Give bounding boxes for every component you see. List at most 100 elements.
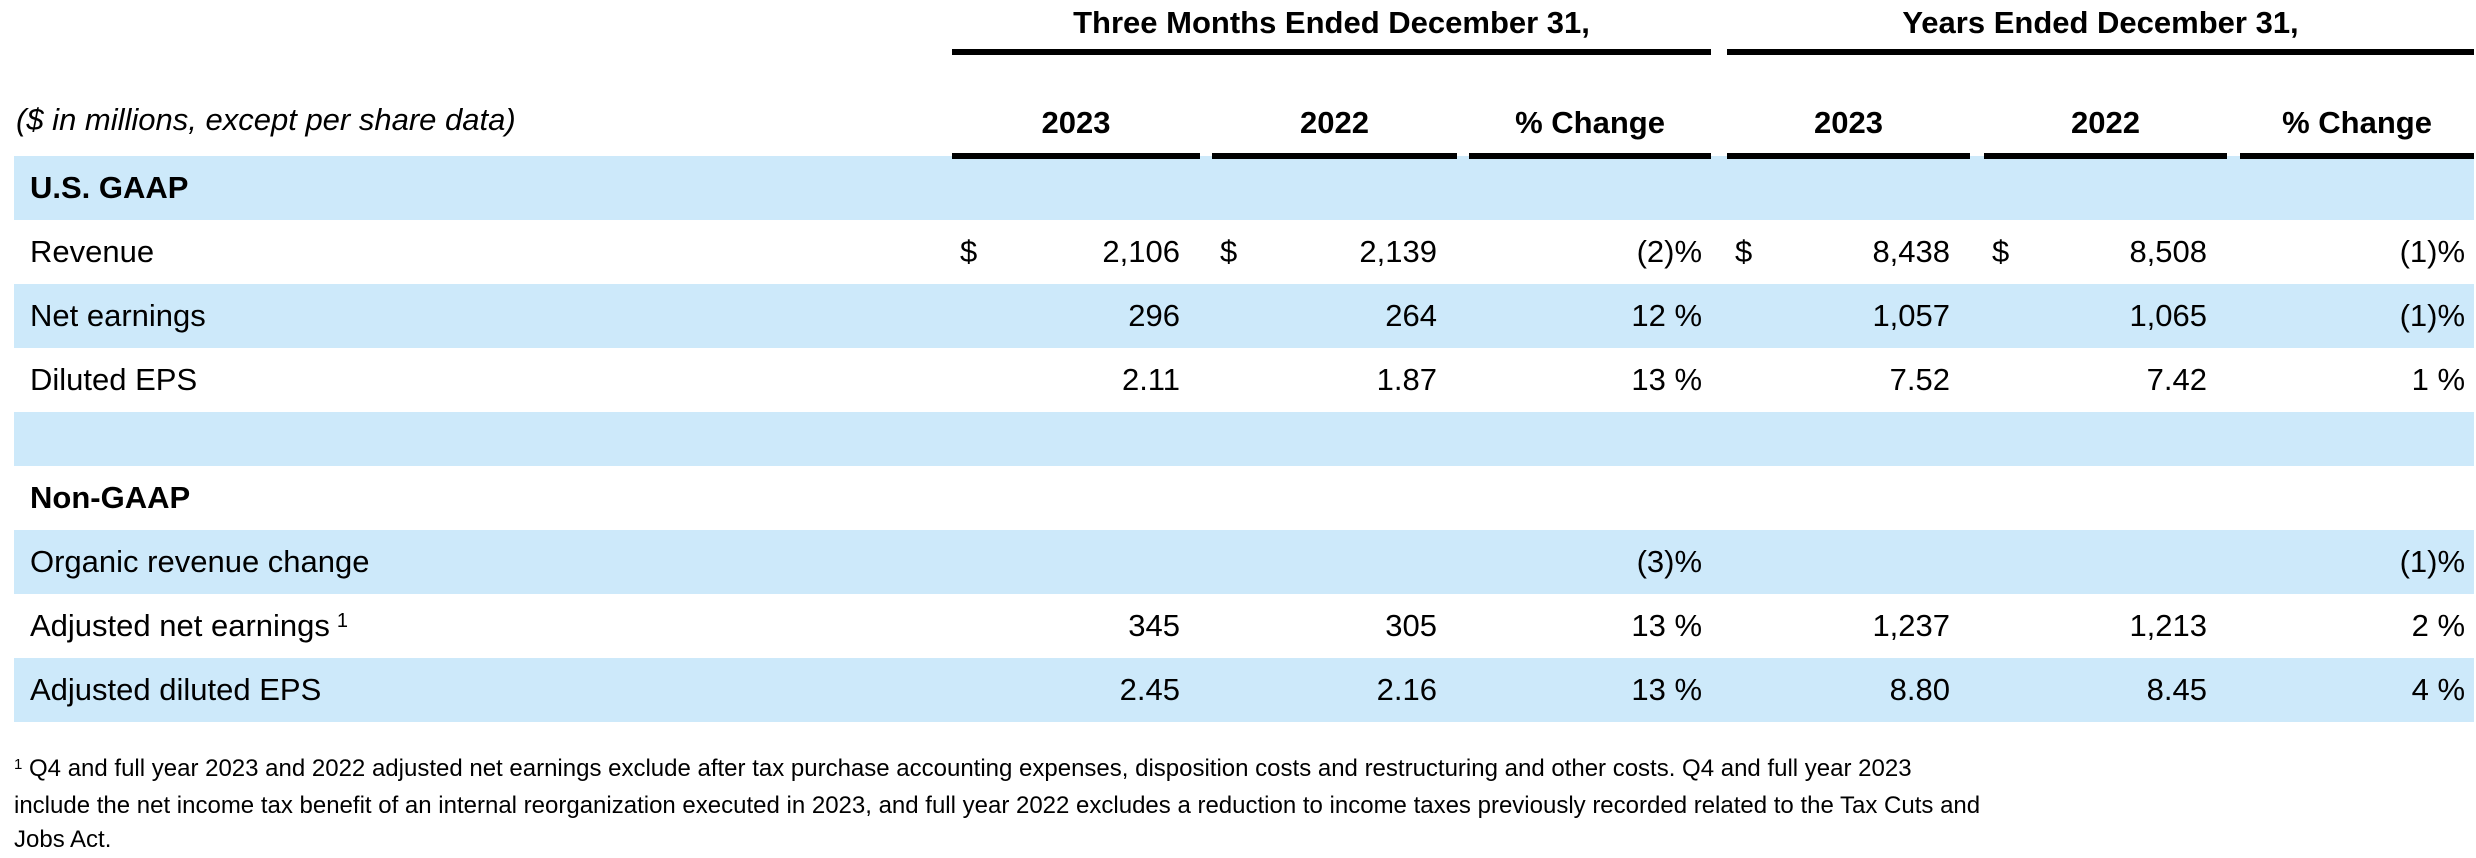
col-header-fy-2022: 2022 [1984,52,2228,159]
footnote: 1 Q4 and full year 2023 and 2022 adjuste… [14,752,2454,857]
cell-q4-2023: 296 [1128,298,1180,333]
gap-cell [2227,594,2240,658]
gap-cell [1711,220,1727,284]
gap-cell [1711,284,1727,348]
gap-cell [1970,348,1984,412]
table-row-net-earnings: Net earnings 296 264 12 % 1,057 1,065 (1… [14,284,2475,348]
cell-value: 8,438 [1872,234,1951,269]
gap-cell [1457,220,1469,284]
fy-group-header: Years Ended December 31, [1727,0,2475,55]
table-row-us-gaap: U.S. GAAP [14,156,2475,220]
gap-cell [1200,284,1212,348]
gap-cell [1457,284,1469,348]
cell-fy-change: 1 % [2411,362,2466,397]
gap-cell [1457,594,1469,658]
row-label: Adjusted net earnings 1 [14,594,952,658]
spacer-row [14,412,2475,466]
table-row-revenue: Revenue $2,106 $2,139 (2)% $8,438 $8,508… [14,220,2474,284]
gap-cell [2227,348,2240,412]
gap-cell [1200,348,1212,412]
cell-fy-change: (1)% [2399,298,2466,333]
gap-cell [2227,220,2240,284]
gap-cell [2227,284,2240,348]
cell-fy-change: (1)% [2399,544,2466,579]
gap-cell [1970,220,1984,284]
gap-cell [1711,594,1727,658]
gap-cell [2227,530,2240,594]
section-label: Non-GAAP [30,480,191,515]
gap-cell [1457,348,1469,412]
gap-cell [1711,658,1727,722]
cell-q4-change: (3)% [1636,544,1703,579]
currency-symbol: $ [1992,234,2010,269]
gap-cell [2227,658,2240,722]
cell-q4-2022: 1.87 [1376,362,1437,397]
section-label: U.S. GAAP [30,170,189,205]
footnote-line: include the net income tax benefit of an… [14,792,1981,819]
gap-cell [1200,658,1212,722]
gap-cell [1970,52,1984,156]
cell-value: 8,508 [2129,234,2208,269]
section-fill [952,466,2474,530]
spacer-cell [14,412,2474,466]
cell-q4-2023 [952,530,1200,594]
cell-fy-2023: 1,057 [1872,298,1951,333]
cell-q4-2023: 2.45 [1119,672,1180,707]
footnote-reference: 1 [336,610,348,632]
cell-fy-2022: 1,213 [2129,608,2208,643]
gap-cell [1970,530,1984,594]
table-row-adjusted-net-earnings: Adjusted net earnings 1 345 305 13 % 1,23… [14,594,2474,658]
col-header-q4-2022: 2022 [1212,52,1457,159]
cell-fy-2022: $8,508 [1984,220,2227,284]
cell-fy-change: (1)% [2399,234,2466,269]
footnote-line: Jobs Act. [14,826,112,853]
gap-cell [1711,52,1727,156]
cell-q4-2022 [1212,530,1457,594]
table-row-diluted-eps: Diluted EPS 2.11 1.87 13 % 7.52 7.42 1 % [14,348,2474,412]
group-gap [1711,0,1727,52]
cell-fy-change: 2 % [2411,608,2466,643]
col-header-fy-2023: 2023 [1727,52,1971,159]
gap-cell [1200,594,1212,658]
cell-q4-2022: 2.16 [1376,672,1437,707]
row-label: Revenue [30,234,155,269]
table-row-non-gaap: Non-GAAP [14,466,2474,530]
footnote-text: Q4 and full year 2023 and 2022 adjusted … [29,755,1912,782]
cell-fy-2022: 8.45 [2146,672,2208,707]
cell-fy-2023: 7.52 [1889,362,1951,397]
cell-value: 2,106 [1102,234,1180,269]
cell-value: 2,139 [1359,234,1437,269]
gap-cell [2227,52,2240,156]
gap-cell [1457,658,1469,722]
units-caption: ($ in millions, except per share data) [16,102,516,137]
footnote-marker: 1 [14,755,23,773]
cell-q4-change: 13 % [1631,362,1703,397]
gap-cell [1457,52,1469,156]
column-header-row: ($ in millions, except per share data) 2… [14,52,2475,159]
section-fill [952,156,2474,220]
gap-cell [1200,530,1212,594]
col-header-q4-change: % Change [1469,52,1712,159]
col-header-fy-change: % Change [2240,52,2475,159]
cell-fy-2023: $8,438 [1727,220,1970,284]
currency-symbol: $ [1220,234,1238,269]
financial-highlights-table: Three Months Ended December 31, Years En… [14,0,2475,722]
currency-symbol: $ [960,234,978,269]
gap-cell [1200,220,1212,284]
row-label-text: Adjusted net earnings [30,608,330,643]
cell-fy-2022 [1984,530,2227,594]
col-header-q4-2023: 2023 [952,52,1200,159]
cell-q4-2022: 305 [1385,608,1437,643]
cell-fy-2022: 7.42 [2146,362,2208,397]
gap-cell [1711,348,1727,412]
currency-symbol: $ [1735,234,1753,269]
cell-fy-2023 [1727,530,1970,594]
cell-fy-change: 4 % [2411,672,2466,707]
table-row-adjusted-diluted-eps: Adjusted diluted EPS 2.45 2.16 13 % 8.80… [14,658,2475,722]
cell-q4-2022: $2,139 [1212,220,1457,284]
gap-cell [1970,594,1984,658]
q4-group-header: Three Months Ended December 31, [952,0,1712,55]
row-label: Net earnings [30,298,206,333]
cell-fy-2023: 1,237 [1872,608,1951,643]
group-header-row: Three Months Ended December 31, Years En… [14,0,2475,55]
